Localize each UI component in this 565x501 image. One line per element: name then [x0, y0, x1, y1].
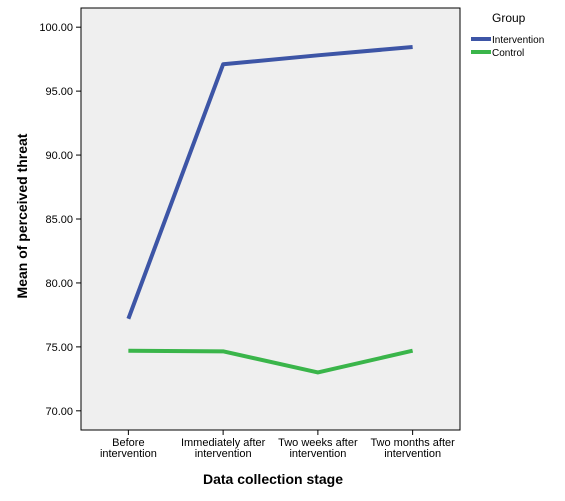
- x-axis-title: Data collection stage: [203, 471, 343, 487]
- y-axis-title: Mean of perceived threat: [14, 133, 30, 298]
- x-tick-label: Two weeks after intervention: [278, 437, 358, 460]
- legend-label: Control: [492, 48, 524, 59]
- x-tick-label-line: intervention: [195, 448, 252, 460]
- y-tick-label: 70.00: [45, 406, 73, 418]
- y-tick-label: 95.00: [45, 86, 73, 98]
- series-lines: [126, 45, 414, 375]
- x-tick-label: Immediately after intervention: [181, 437, 266, 460]
- legend-items: Intervention Control: [471, 35, 544, 59]
- x-tick-label: Two months after intervention: [370, 437, 455, 460]
- y-tick-label: 90.00: [45, 150, 73, 162]
- x-tick-label-line: intervention: [384, 448, 441, 460]
- y-axis-ticks: 70.00 75.00 80.00 85.00 90.00 95.00 100.00: [39, 22, 81, 418]
- plot-area: [80, 7, 461, 431]
- x-tick-label-line: Immediately after: [181, 437, 266, 449]
- legend: Group Intervention Control: [471, 11, 544, 59]
- x-tick-label: Before intervention: [100, 437, 157, 460]
- y-tick-label: 75.00: [45, 342, 73, 354]
- x-tick-label-line: Before: [112, 437, 144, 449]
- y-tick-label: 80.00: [45, 278, 73, 290]
- x-tick-label-line: Two weeks after: [278, 437, 358, 449]
- y-tick-label: 100.00: [39, 22, 73, 34]
- x-tick-label-line: intervention: [289, 448, 346, 460]
- series-line-control: [128, 348, 414, 375]
- legend-title: Group: [492, 11, 526, 25]
- x-tick-label-line: Two months after: [370, 437, 455, 449]
- x-tick-label-line: intervention: [100, 448, 157, 460]
- legend-label: Intervention: [492, 35, 544, 46]
- series-line-intervention: [126, 45, 413, 320]
- y-tick-label: 85.00: [45, 214, 73, 226]
